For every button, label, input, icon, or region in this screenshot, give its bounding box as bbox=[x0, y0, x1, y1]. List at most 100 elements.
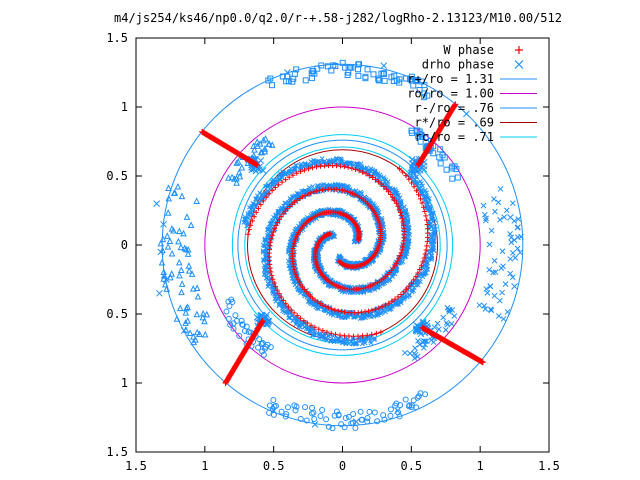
w-phase-point bbox=[403, 286, 409, 292]
w-phase-point bbox=[399, 216, 405, 222]
drho-phase-point bbox=[488, 227, 495, 234]
drho-phase-point bbox=[451, 313, 458, 319]
drho-phase-point bbox=[253, 138, 261, 145]
drho-phase-point bbox=[488, 307, 495, 314]
drho-phase-point bbox=[302, 293, 307, 299]
drho-phase-point bbox=[359, 416, 366, 423]
drho-phase-point bbox=[338, 421, 345, 428]
drho-phase-point bbox=[403, 75, 410, 82]
drho-phase-point bbox=[164, 209, 172, 216]
w-phase-point bbox=[268, 269, 274, 275]
drho-phase-point bbox=[352, 425, 359, 432]
drho-phase-point bbox=[293, 66, 300, 73]
drho-phase-point bbox=[515, 224, 521, 230]
drho-phase-point bbox=[406, 403, 413, 410]
drho-phase-point bbox=[168, 270, 175, 277]
legend-label: drho phase bbox=[422, 58, 494, 72]
drho-phase-point bbox=[362, 73, 369, 80]
w-phase-point bbox=[266, 191, 272, 197]
drho-phase-point bbox=[316, 332, 321, 338]
drho-phase-point bbox=[162, 276, 170, 283]
drho-phase-point bbox=[411, 355, 418, 362]
drho-phase-point bbox=[502, 281, 509, 287]
w-phase-point bbox=[417, 196, 423, 202]
w-phase-point bbox=[269, 273, 275, 279]
drho-phase-point bbox=[415, 337, 421, 344]
w-phase-point bbox=[386, 189, 392, 195]
w-phase-point bbox=[379, 304, 385, 310]
w-phase-point bbox=[401, 289, 407, 295]
drho-phase-point bbox=[491, 257, 498, 264]
drho-phase-point bbox=[421, 338, 427, 344]
drho-phase-point bbox=[265, 277, 271, 282]
drho-phase-point bbox=[182, 309, 190, 316]
drho-phase-point bbox=[437, 160, 444, 167]
drho-phase-point bbox=[184, 317, 191, 324]
drho-phase-point bbox=[265, 140, 273, 148]
drho-phase-point bbox=[177, 266, 185, 274]
drho-phase-point bbox=[310, 68, 317, 75]
w-phase-point bbox=[335, 308, 341, 314]
w-phase-point bbox=[424, 239, 430, 245]
drho-phase-point bbox=[254, 196, 259, 202]
w-phase-point bbox=[397, 253, 403, 259]
drho-phase-point bbox=[230, 320, 237, 327]
w-phase-point bbox=[332, 307, 338, 313]
w-phase-point bbox=[268, 239, 274, 245]
drho-phase-point bbox=[481, 303, 488, 309]
drho-phase-point bbox=[193, 328, 201, 336]
drho-phase-point bbox=[358, 189, 364, 195]
w-phase-point bbox=[286, 174, 292, 180]
drho-phase-point bbox=[418, 78, 425, 85]
drho-phase-point bbox=[388, 74, 395, 81]
drho-phase-point bbox=[476, 302, 483, 309]
y-tick-label: 0.5 bbox=[106, 307, 128, 321]
drho-phase-point bbox=[260, 136, 267, 144]
drho-phase-point bbox=[507, 214, 514, 221]
drho-phase-point bbox=[321, 182, 326, 187]
drho-phase-point bbox=[176, 227, 183, 235]
drho-phase-point bbox=[422, 341, 429, 348]
w-phase-point bbox=[249, 218, 255, 224]
w-phase-point bbox=[400, 169, 406, 175]
w-phase-point bbox=[350, 333, 356, 339]
w-phase-point bbox=[345, 189, 351, 195]
drho-phase-point bbox=[417, 271, 423, 277]
drho-phase-point bbox=[257, 157, 265, 164]
drho-phase-point bbox=[273, 291, 279, 297]
legend-swatch bbox=[514, 60, 524, 69]
drho-phase-point bbox=[515, 216, 522, 222]
drho-phase-point bbox=[319, 156, 325, 161]
drho-phase-point bbox=[486, 266, 493, 273]
w-phase-point bbox=[362, 309, 368, 315]
w-phase-point bbox=[396, 255, 402, 261]
drho-phase-point bbox=[256, 139, 264, 147]
drho-phase-point bbox=[491, 292, 498, 299]
w-phase-point bbox=[352, 192, 358, 198]
w-phase-point bbox=[365, 284, 371, 290]
w-phase-point bbox=[355, 225, 361, 231]
drho-phase-point bbox=[497, 216, 503, 223]
drho-phase-point bbox=[302, 77, 309, 84]
drho-phase-point bbox=[262, 267, 267, 273]
drho-phase-point bbox=[261, 147, 269, 155]
drho-phase-point bbox=[199, 313, 207, 321]
drho-phase-point bbox=[352, 418, 360, 425]
w-phase-point bbox=[421, 255, 427, 261]
w-phase-point bbox=[328, 330, 334, 336]
drho-phase-point bbox=[515, 234, 521, 241]
drho-phase-point bbox=[233, 179, 240, 186]
drho-phase-point bbox=[163, 232, 171, 239]
w-phase-point bbox=[398, 291, 404, 297]
w-phase-point bbox=[424, 243, 430, 249]
w-phase-point bbox=[400, 244, 406, 250]
y-tick-label: 1 bbox=[121, 376, 128, 390]
drho-phase-point bbox=[381, 175, 387, 180]
drho-phase-point bbox=[196, 330, 203, 337]
drho-phase-point bbox=[396, 76, 403, 83]
drho-phase-point bbox=[173, 315, 181, 322]
w-phase-point bbox=[397, 209, 403, 215]
w-phase-point bbox=[319, 187, 325, 193]
drho-phase-point bbox=[429, 215, 435, 221]
